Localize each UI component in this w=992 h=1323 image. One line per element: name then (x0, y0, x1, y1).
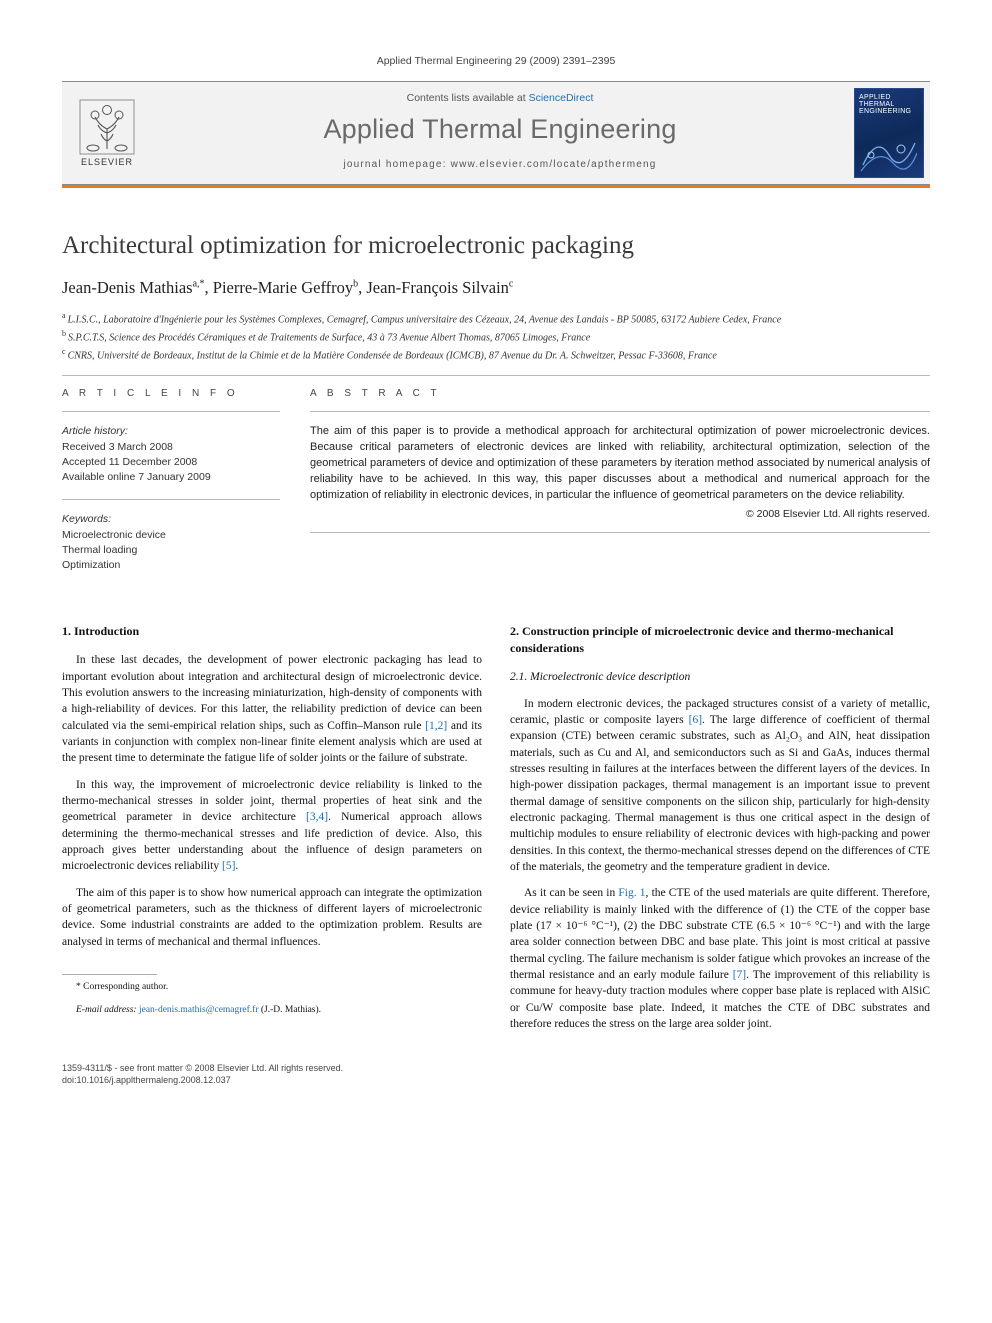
publisher-logo-wrap: ELSEVIER (62, 82, 152, 184)
divider (62, 375, 930, 376)
s21-para-1: In modern electronic devices, the packag… (510, 696, 930, 876)
history-label: Article history: (62, 424, 280, 439)
journal-homepage-line: journal homepage: www.elsevier.com/locat… (158, 159, 842, 170)
publisher-name: ELSEVIER (81, 157, 133, 167)
article-info-column: A R T I C L E I N F O Article history: R… (62, 388, 280, 587)
abstract-text: The aim of this paper is to provide a me… (310, 424, 930, 504)
affiliation-a: aL.I.S.C., Laboratoire d'Ingénierie pour… (62, 310, 930, 328)
s1-para-1: In these last decades, the development o… (62, 652, 482, 766)
elsevier-tree-icon (79, 99, 135, 155)
email-label: E-mail address: (76, 1005, 139, 1015)
ref-7[interactable]: [7] (733, 969, 746, 981)
corresponding-author-note: * Corresponding author. (62, 981, 482, 994)
article-history: Article history: Received 3 March 2008 A… (62, 424, 280, 485)
page-footer: 1359-4311/$ - see front matter © 2008 El… (62, 1062, 930, 1086)
homepage-prefix: journal homepage: (343, 159, 450, 170)
running-head: Applied Thermal Engineering 29 (2009) 23… (62, 55, 930, 67)
affiliation-b: bS.P.C.T.S, Science des Procédés Céramiq… (62, 328, 930, 346)
keyword-3: Optimization (62, 558, 280, 573)
author-2: Pierre-Marie Geffroyb (213, 278, 358, 297)
journal-banner: ELSEVIER Contents lists available at Sci… (62, 81, 930, 185)
section-2-title: 2. Construction principle of microelectr… (510, 623, 930, 657)
contents-prefix: Contents lists available at (407, 92, 529, 104)
article-title: Architectural optimization for microelec… (62, 232, 930, 260)
author-list: Jean-Denis Mathiasa,*, Pierre-Marie Geff… (62, 278, 930, 298)
accepted-date: Accepted 11 December 2008 (62, 455, 280, 470)
author-3: Jean-François Silvainc (366, 278, 513, 297)
affiliations: aL.I.S.C., Laboratoire d'Ingénierie pour… (62, 310, 930, 363)
abstract-copyright: © 2008 Elsevier Ltd. All rights reserved… (310, 508, 930, 520)
fig-1-link[interactable]: Fig. 1 (618, 887, 645, 899)
ref-3-4[interactable]: [3,4] (306, 811, 328, 823)
keyword-1: Microelectronic device (62, 528, 280, 543)
author-1: Jean-Denis Mathiasa,* (62, 278, 205, 297)
cover-title: APPLIED THERMAL ENGINEERING (859, 94, 919, 115)
s1-para-2: In this way, the improvement of microele… (62, 777, 482, 875)
email-tail: (J.-D. Mathias). (259, 1005, 322, 1015)
section-2-1-title: 2.1. Microelectronic device description (510, 669, 930, 685)
keyword-2: Thermal loading (62, 543, 280, 558)
homepage-url[interactable]: www.elsevier.com/locate/apthermeng (451, 159, 657, 170)
keywords-block: Keywords: Microelectronic device Thermal… (62, 512, 280, 573)
received-date: Received 3 March 2008 (62, 440, 280, 455)
ref-1-2[interactable]: [1,2] (425, 720, 447, 732)
s1-para-3: The aim of this paper is to show how num… (62, 885, 482, 950)
contents-lists-line: Contents lists available at ScienceDirec… (158, 92, 842, 104)
article-info-heading: A R T I C L E I N F O (62, 388, 280, 399)
body-two-column: 1. Introduction In these last decades, t… (62, 623, 930, 1042)
section-1-title: 1. Introduction (62, 623, 482, 640)
keywords-label: Keywords: (62, 512, 280, 527)
abstract-column: A B S T R A C T The aim of this paper is… (310, 388, 930, 587)
sciencedirect-link[interactable]: ScienceDirect (529, 92, 594, 104)
s21-para-2: As it can be seen in Fig. 1, the CTE of … (510, 885, 930, 1032)
front-matter-line: 1359-4311/$ - see front matter © 2008 El… (62, 1062, 930, 1074)
abstract-heading: A B S T R A C T (310, 388, 930, 399)
author-email-link[interactable]: jean-denis.mathis@cemagref.fr (139, 1005, 259, 1015)
doi-line: doi:10.1016/j.applthermaleng.2008.12.037 (62, 1074, 930, 1086)
elsevier-logo: ELSEVIER (71, 92, 143, 174)
ref-6[interactable]: [6] (689, 714, 702, 726)
email-footnote: E-mail address: jean-denis.mathis@cemagr… (62, 1004, 482, 1017)
affiliation-c: cCNRS, Université de Bordeaux, Institut … (62, 346, 930, 364)
online-date: Available online 7 January 2009 (62, 470, 280, 485)
orange-rule (62, 185, 930, 188)
ref-5[interactable]: [5] (222, 860, 235, 872)
footnote-rule (62, 974, 157, 975)
journal-name: Applied Thermal Engineering (158, 114, 842, 145)
journal-cover-thumb: APPLIED THERMAL ENGINEERING (854, 88, 924, 178)
